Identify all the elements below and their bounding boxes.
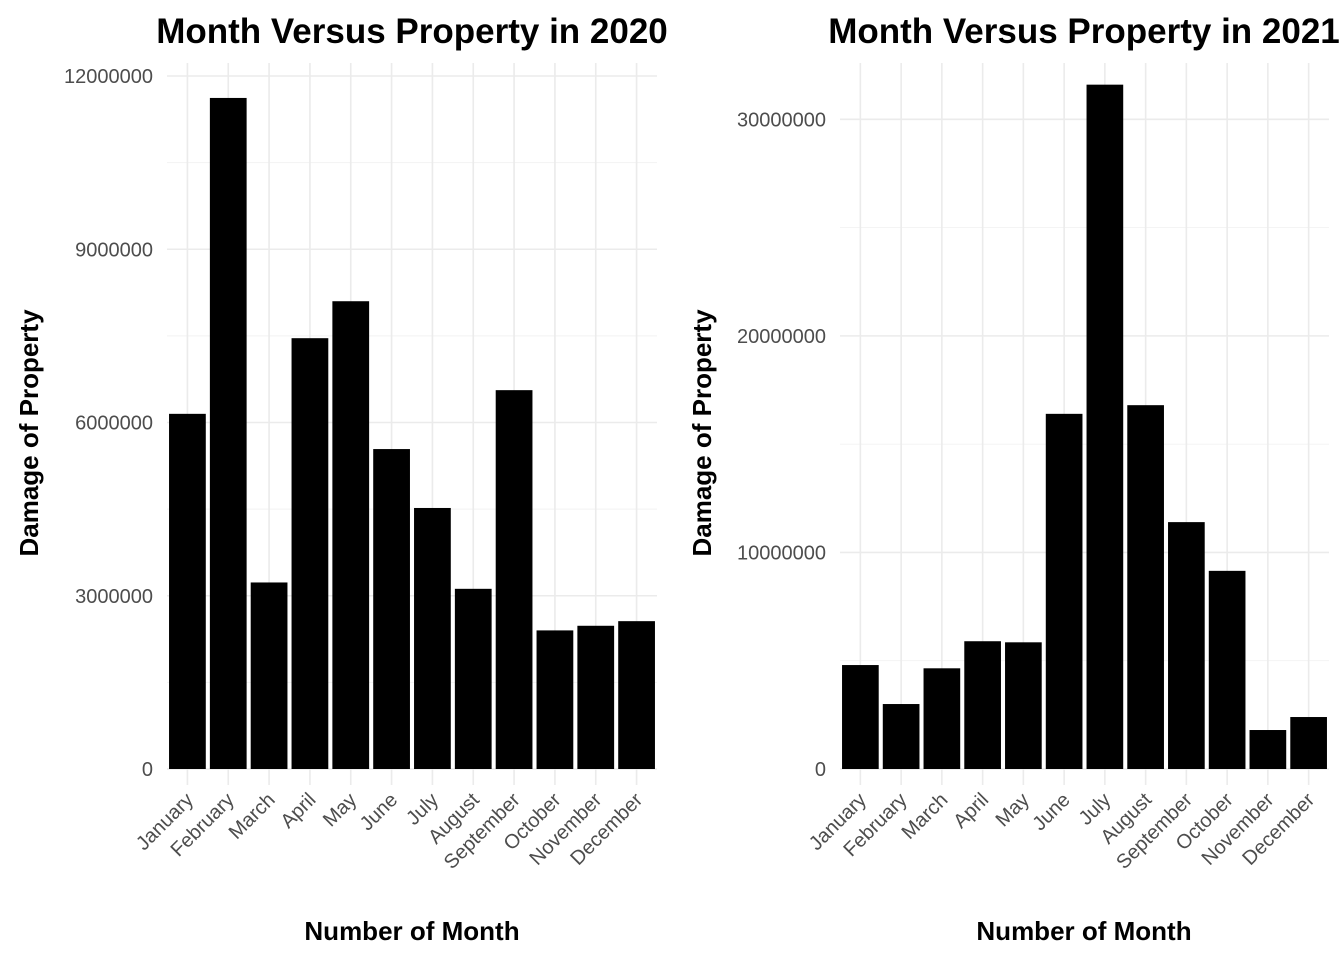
bar (332, 301, 370, 769)
chart-2020: Month Versus Property in 2020 Number of … (14, 12, 668, 946)
x-axis-title: Number of Month (976, 916, 1191, 946)
bar (373, 449, 410, 769)
chart-2021: Month Versus Property in 2021 Number of … (687, 12, 1340, 946)
y-tick-label: 20000000 (737, 326, 826, 348)
bar (1168, 522, 1205, 769)
bar (1249, 730, 1287, 769)
bar (1208, 570, 1246, 769)
x-tick-label: May (319, 789, 361, 831)
chart-title: Month Versus Property in 2020 (156, 12, 668, 51)
x-axis-title: Number of Month (304, 916, 519, 946)
y-axis-title: Damage of Property (14, 309, 44, 557)
x-tick-label: June (356, 789, 402, 835)
y-axis-title: Damage of Property (687, 309, 717, 557)
bar (1086, 84, 1124, 770)
x-tick-label: April (949, 789, 993, 833)
x-tick-label: June (1028, 789, 1074, 835)
bar (250, 582, 288, 769)
y-tick-label: 9000000 (75, 239, 153, 261)
bar (536, 630, 574, 769)
y-tick-label: 6000000 (75, 413, 153, 435)
bar (1005, 642, 1042, 769)
x-tick-label: April (277, 789, 321, 833)
y-tick-label: 3000000 (75, 586, 153, 608)
y-tick-label: 0 (142, 759, 153, 781)
bar (291, 338, 329, 769)
bar (169, 413, 206, 769)
bar (882, 704, 920, 769)
bars (842, 84, 1327, 770)
bar (1127, 405, 1164, 769)
y-tick-label: 0 (815, 759, 826, 781)
bar (923, 668, 961, 769)
y-tick-label: 30000000 (737, 109, 826, 131)
y-tick-label: 12000000 (64, 66, 153, 88)
bar (495, 390, 533, 769)
bar (1045, 413, 1083, 769)
x-tick-label: March (898, 789, 953, 844)
bar (964, 641, 1001, 769)
bar (618, 621, 655, 769)
x-tick-label: May (992, 789, 1034, 831)
bar (209, 97, 247, 769)
bar (842, 665, 879, 769)
bar (454, 588, 492, 769)
chart-title: Month Versus Property in 2021 (828, 12, 1340, 51)
bars (169, 97, 655, 769)
gridlines (840, 63, 1329, 785)
bar (1290, 717, 1327, 769)
y-tick-label: 10000000 (737, 542, 826, 564)
bar (414, 507, 451, 769)
bar (577, 625, 615, 769)
x-tick-label: March (225, 789, 280, 844)
